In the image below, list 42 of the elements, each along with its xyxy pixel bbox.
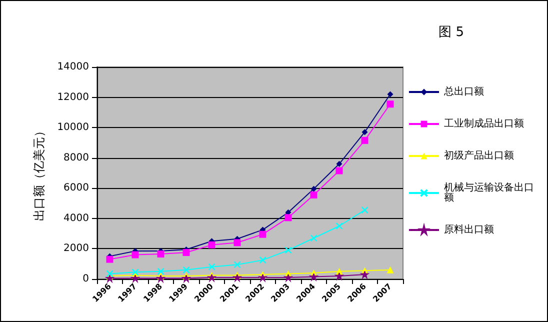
legend-label: 总出口额 <box>443 86 484 98</box>
point <box>234 239 241 246</box>
point <box>132 268 139 276</box>
y-tick-label: 8000 <box>64 152 89 164</box>
point <box>259 230 266 238</box>
point <box>361 206 368 214</box>
point <box>234 261 241 268</box>
legend-label: 工业制成品出口额 <box>444 118 524 130</box>
point <box>310 191 318 198</box>
point <box>387 91 394 98</box>
y-tick-label: 2000 <box>64 243 89 254</box>
text: 图 5 <box>438 25 464 40</box>
point <box>259 256 266 264</box>
y-axis-title: 出口额（亿美元） <box>32 125 46 221</box>
legend-label: 初级产品出口额 <box>444 150 514 162</box>
point <box>361 136 368 144</box>
point <box>362 129 368 136</box>
point <box>284 214 292 222</box>
point <box>208 241 216 248</box>
y-tick-label: 6000 <box>64 182 89 194</box>
point <box>336 167 343 174</box>
point <box>336 222 343 230</box>
point <box>182 266 190 274</box>
point <box>157 268 164 276</box>
point <box>208 263 216 270</box>
y-tick-label: 0 <box>82 274 89 284</box>
y-tick-label: 12000 <box>57 92 89 103</box>
point <box>284 246 292 254</box>
point <box>310 234 318 242</box>
point <box>386 100 394 108</box>
y-tick-label: 10000 <box>57 122 89 134</box>
point <box>386 266 394 274</box>
legend-label: 机械与运输设备出口额 <box>444 182 534 204</box>
point <box>310 186 317 192</box>
legend-label: 原料出口额 <box>444 224 494 236</box>
point <box>182 249 190 256</box>
point <box>106 256 114 263</box>
y-tick-label: 4000 <box>64 212 89 224</box>
point <box>157 250 164 258</box>
point <box>132 251 139 258</box>
point <box>336 160 342 167</box>
y-tick-label: 14000 <box>57 62 89 72</box>
